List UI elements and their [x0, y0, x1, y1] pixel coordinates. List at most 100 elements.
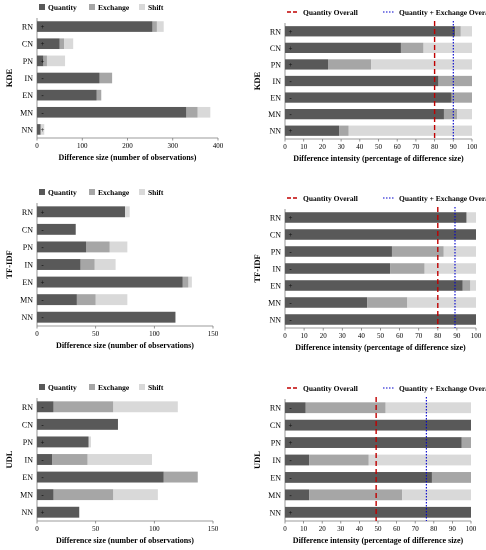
- row-label-PN: PN: [23, 57, 33, 66]
- row-label-MN: MN: [20, 296, 33, 305]
- x-tick-label: 40: [356, 143, 364, 151]
- bar-shift-RN: [460, 26, 472, 37]
- bar-quantity-PN: [37, 436, 89, 448]
- row-label-CN: CN: [22, 225, 33, 234]
- row-label-CN: CN: [270, 231, 281, 240]
- sign-EN: -: [289, 94, 292, 102]
- bar-quantity-CN: [285, 42, 401, 53]
- row-label-CN: CN: [270, 44, 281, 53]
- x-tick-label: 40: [358, 332, 366, 340]
- bar-quantity-EN: [37, 276, 183, 288]
- bar-exchange-MN: [76, 294, 96, 306]
- bar-quantity-NN: [37, 124, 41, 135]
- bar-shift-MN: [95, 294, 128, 306]
- bar-quantity-NN: [285, 314, 476, 325]
- bar-exchange-IN: [80, 259, 95, 270]
- row-label-IN: IN: [25, 74, 34, 83]
- x-tick-label: 20: [320, 332, 328, 340]
- row-label-RN: RN: [22, 403, 33, 412]
- sign-EN: +: [289, 282, 293, 290]
- bar-quantity-RN: [37, 401, 54, 413]
- bar-quantity-NN: [37, 311, 176, 323]
- bar-exchange-MN: [309, 489, 403, 501]
- bar-quantity-NN: [37, 506, 80, 518]
- legend-label-quantity-overall: Quantity Overall: [303, 194, 358, 203]
- x-tick-label: 100: [466, 525, 477, 533]
- row-label-RN: RN: [270, 214, 281, 223]
- sign-MN: -: [41, 296, 44, 304]
- sign-NN: +: [41, 509, 45, 517]
- bar-shift-MN: [407, 297, 476, 308]
- sign-PN: +: [289, 439, 293, 447]
- legend-swatch-shift: [139, 4, 145, 10]
- bar-quantity-IN: [285, 75, 439, 87]
- sign-IN: -: [41, 456, 44, 464]
- row-label-NN: NN: [21, 508, 33, 517]
- bar-shift-EN: [470, 280, 476, 291]
- sign-NN: +: [289, 509, 293, 517]
- legend-swatch-shift: [139, 189, 145, 195]
- bar-quantity-PN: [285, 437, 462, 448]
- row-label-CN: CN: [270, 421, 281, 430]
- x-tick-label: 40: [356, 525, 364, 533]
- row-label-MN: MN: [268, 110, 281, 119]
- sign-IN: -: [289, 457, 292, 465]
- bar-shift-IN: [94, 259, 116, 270]
- row-label-EN: EN: [22, 473, 33, 482]
- x-axis-title: Difference size (number of observations): [56, 341, 194, 350]
- sign-NN: -: [289, 316, 292, 324]
- bar-quantity-CN: [285, 419, 471, 431]
- bar-shift-PN: [88, 436, 91, 448]
- x-tick-label: 0: [283, 143, 287, 151]
- row-label-PN: PN: [23, 243, 33, 252]
- bar-exchange-EN: [462, 280, 471, 291]
- x-tick-label: 30: [337, 525, 345, 533]
- bar-quantity-RN: [285, 212, 467, 223]
- sign-MN: -: [41, 491, 44, 499]
- x-axis-title: Difference size (number of observations): [56, 536, 194, 545]
- bar-exchange-EN: [451, 92, 472, 103]
- row-label-MN: MN: [20, 108, 33, 117]
- row-label-IN: IN: [273, 265, 282, 274]
- sign-CN: +: [289, 44, 293, 52]
- legend-label-exchange: Exchange: [98, 188, 130, 197]
- x-tick-label: 50: [92, 330, 100, 338]
- bar-shift-MN: [402, 489, 471, 501]
- x-tick-label: 50: [375, 143, 383, 151]
- x-tick-label: 80: [430, 525, 438, 533]
- sign-CN: -: [41, 421, 44, 429]
- bar-exchange-IN: [99, 72, 113, 84]
- sign-MN: -: [289, 491, 292, 499]
- bar-quantity-IN: [37, 454, 53, 465]
- legend-swatch-exchange: [89, 189, 95, 195]
- x-tick-label: 100: [467, 143, 478, 151]
- bar-exchange-MN: [443, 109, 458, 120]
- bar-quantity-IN: [285, 454, 310, 466]
- bar-quantity-EN: [37, 471, 164, 483]
- x-tick-label: 0: [35, 525, 39, 533]
- bar-exchange-CN: [400, 42, 424, 53]
- sign-CN: +: [289, 422, 293, 430]
- x-tick-label: 10: [300, 525, 308, 533]
- panel-udl-size: 0 50 100 150 Difference size (number of obse…: [4, 383, 219, 545]
- x-tick-label: 80: [434, 332, 442, 340]
- legend-swatch-exchange: [89, 384, 95, 390]
- row-label-PN: PN: [271, 248, 281, 257]
- row-label-NN: NN: [269, 316, 281, 325]
- panel-tfidf-intensity: 0 10 20 30 40 50 60 70 80 90 100 Difference intensi…: [252, 194, 486, 352]
- sign-PN: -: [41, 243, 44, 251]
- bar-exchange-EN: [163, 471, 198, 483]
- bar-exchange-PN: [461, 437, 471, 448]
- bar-quantity-IN: [285, 263, 391, 274]
- bar-exchange-IN: [438, 75, 472, 87]
- bar-exchange-RN: [305, 402, 386, 414]
- x-tick-label: 90: [449, 525, 457, 533]
- x-tick-label: 100: [77, 142, 88, 150]
- bar-exchange-PN: [43, 55, 47, 67]
- x-tick-label: 90: [453, 332, 461, 340]
- bar-exchange-EN: [182, 276, 189, 288]
- panel-kde-size: 0 100 200 300 400 Difference size (number of …: [4, 3, 224, 162]
- sign-CN: +: [289, 231, 293, 239]
- legend-swatch-shift: [139, 384, 145, 390]
- row-label-EN: EN: [270, 94, 281, 103]
